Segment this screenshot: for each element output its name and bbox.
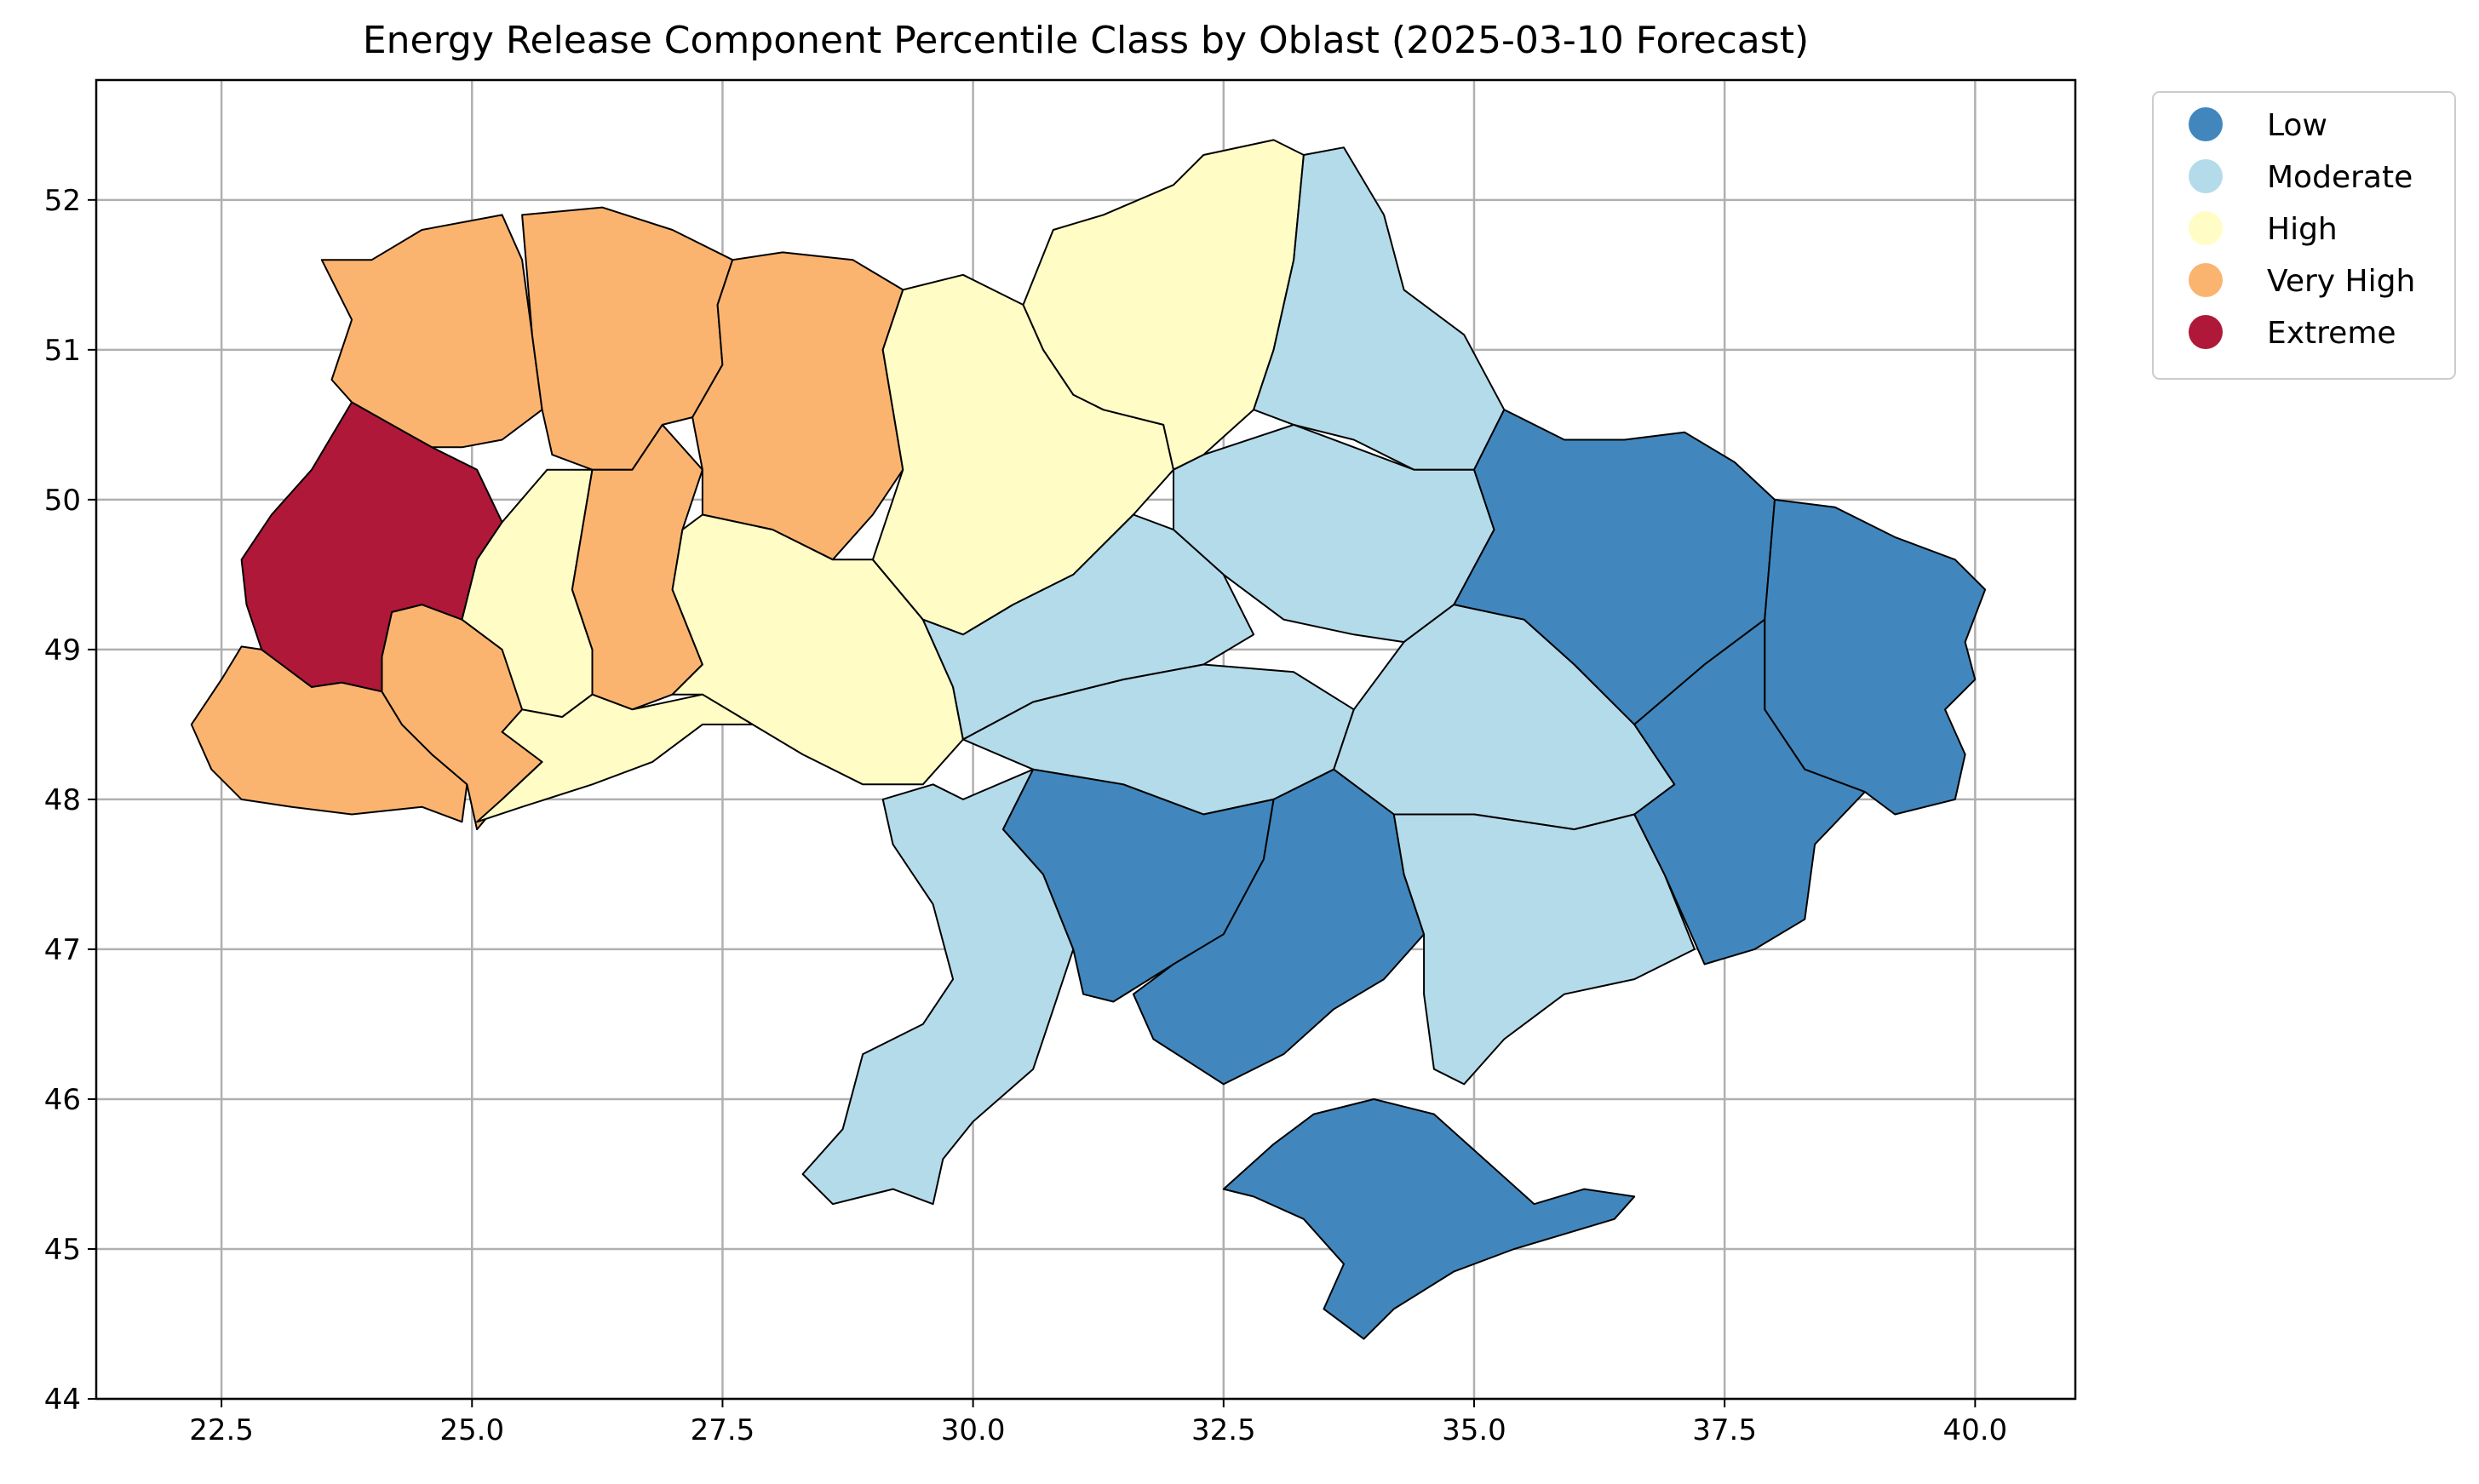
- legend-swatch: [2189, 263, 2223, 297]
- legend-label: Extreme: [2267, 316, 2396, 351]
- legend-label: Moderate: [2267, 160, 2413, 195]
- oblast-region: [1633, 618, 1866, 965]
- oblast-region: [691, 251, 904, 561]
- legend-swatch: [2189, 315, 2223, 349]
- x-tick-label: 35.0: [1442, 1413, 1506, 1447]
- y-tick-label: 50: [44, 484, 81, 518]
- y-tick-label: 46: [44, 1083, 81, 1117]
- legend-swatch: [2189, 159, 2223, 193]
- legend-label: High: [2267, 212, 2338, 247]
- legend-label: Very High: [2267, 264, 2415, 299]
- y-tick-label: 48: [44, 783, 81, 817]
- oblast-regions: [190, 139, 1987, 1340]
- x-tick-label: 40.0: [1942, 1413, 2007, 1447]
- y-tick-label: 52: [44, 184, 81, 218]
- x-tick-label: 37.5: [1692, 1413, 1757, 1447]
- oblast-region: [671, 513, 964, 786]
- y-tick-label: 49: [44, 633, 81, 668]
- oblast-region: [521, 206, 734, 471]
- y-tick-label: 47: [44, 933, 81, 967]
- x-tick-label: 25.0: [439, 1413, 504, 1447]
- x-tick-label: 22.5: [189, 1413, 254, 1447]
- axes-frame: [95, 78, 2077, 1401]
- x-tick-label: 32.5: [1191, 1413, 1256, 1447]
- axis-ticks: 22.5 25.0 27.5 30.0 32.5 35.0 37.5 40.0 44 45 46 47…: [44, 184, 2007, 1447]
- legend-box: [2152, 91, 2456, 380]
- y-tick-label: 51: [44, 334, 81, 368]
- legend-swatch: [2189, 107, 2223, 141]
- legend: Low Moderate High Very High Extreme: [2152, 91, 2456, 380]
- chart-title: Energy Release Component Percentile Clas…: [363, 19, 1809, 62]
- oblast-region: [1392, 813, 1696, 1086]
- legend-swatch: [2189, 211, 2223, 245]
- oblast-region: [476, 693, 754, 823]
- x-tick-label: 27.5: [691, 1413, 755, 1447]
- y-tick-label: 45: [44, 1233, 81, 1267]
- legend-label: Low: [2267, 108, 2327, 143]
- x-tick-label: 30.0: [941, 1413, 1006, 1447]
- oblast-region: [320, 214, 543, 449]
- y-tick-label: 44: [44, 1383, 81, 1417]
- oblast-region: [1222, 1098, 1636, 1340]
